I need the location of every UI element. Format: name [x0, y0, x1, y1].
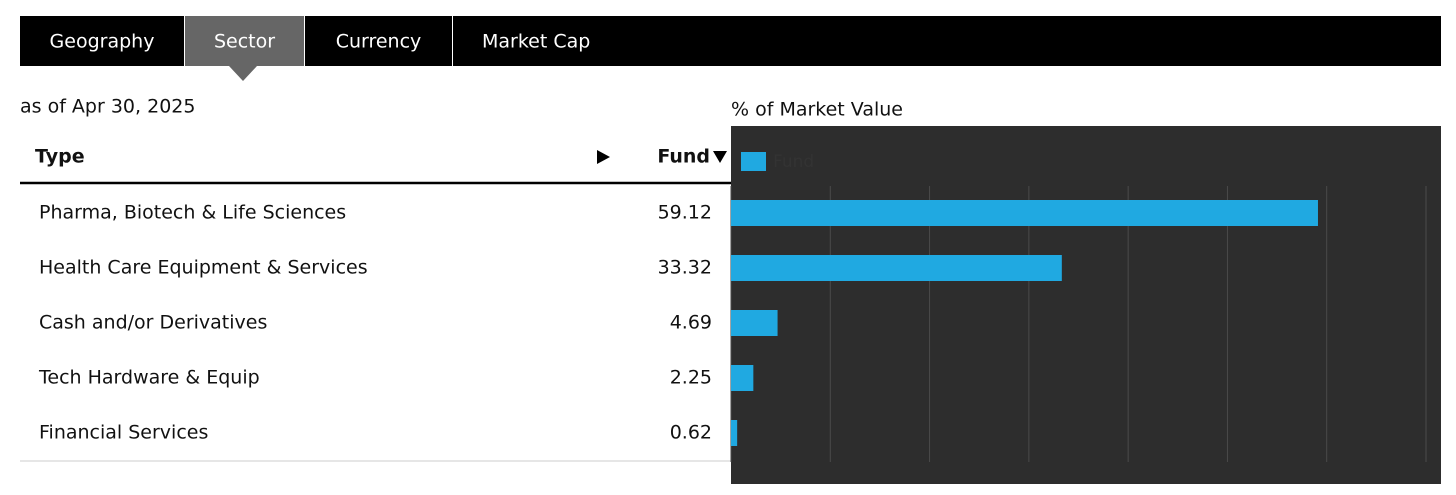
bar — [731, 255, 1062, 281]
sort-icon[interactable] — [713, 151, 727, 163]
as-of-date: as of Apr 30, 2025 — [20, 96, 195, 118]
tab-label[interactable]: Sector — [214, 31, 275, 53]
row-label: Financial Services — [39, 422, 208, 444]
row-value: 4.69 — [670, 312, 712, 334]
row-label: Health Care Equipment & Services — [39, 257, 368, 279]
bar — [731, 420, 738, 446]
active-tab-bg — [185, 16, 304, 66]
column-header[interactable]: Type — [35, 146, 85, 168]
tab-label[interactable]: Currency — [336, 31, 422, 53]
bar — [731, 365, 754, 391]
column-header[interactable]: Fund — [657, 146, 710, 168]
row-value: 0.62 — [670, 422, 712, 444]
expand-icon[interactable] — [597, 150, 610, 164]
row-label: Cash and/or Derivatives — [39, 312, 267, 334]
row-value: 33.32 — [658, 257, 712, 279]
row-label: Tech Hardware & Equip — [38, 367, 260, 389]
bar — [731, 200, 1318, 226]
active-tab-pointer — [229, 66, 257, 81]
bar — [731, 310, 778, 336]
tab-label[interactable]: Market Cap — [482, 31, 590, 53]
chart-title: % of Market Value — [731, 99, 903, 121]
row-value: 2.25 — [670, 367, 712, 389]
row-label: Pharma, Biotech & Life Sciences — [39, 202, 346, 224]
chart-panel — [731, 126, 1441, 484]
row-value: 59.12 — [658, 202, 712, 224]
legend-swatch — [741, 152, 766, 171]
legend-label[interactable]: Fund — [773, 152, 814, 172]
tab-label[interactable]: Geography — [50, 31, 155, 53]
